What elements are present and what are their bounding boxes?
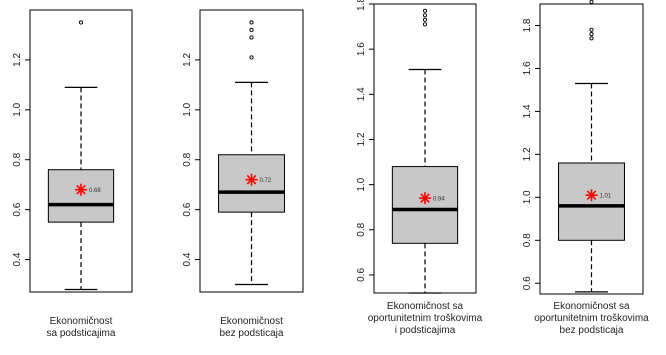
y-tick-label: 1.6 bbox=[522, 61, 533, 75]
y-tick-label: 1.2 bbox=[356, 132, 367, 146]
y-tick-label: 1.6 bbox=[356, 42, 367, 56]
panel-caption-line: Ekonomičnost sa bbox=[387, 301, 464, 312]
outlier-point bbox=[249, 55, 254, 60]
plot-frame bbox=[199, 9, 304, 293]
outlier-point bbox=[422, 13, 428, 18]
outlier-point bbox=[589, 0, 594, 4]
y-tick-label: 0.6 bbox=[522, 276, 533, 290]
mean-marker-stroke bbox=[246, 174, 257, 185]
y-tick-label: 0.4 bbox=[182, 252, 193, 266]
mean-marker-stroke bbox=[76, 184, 86, 195]
panel-caption-line: i podsticajima bbox=[395, 325, 456, 336]
outlier-point bbox=[249, 20, 254, 25]
outlier-point bbox=[589, 27, 594, 32]
mean-marker-stroke bbox=[420, 193, 430, 203]
outlier-point bbox=[78, 20, 84, 25]
outlier-point bbox=[422, 22, 428, 27]
outlier-point bbox=[589, 36, 594, 41]
y-tick-label: 1.4 bbox=[522, 104, 533, 118]
mean-value-label: 0.68 bbox=[89, 188, 101, 194]
outlier-point bbox=[589, 32, 594, 37]
panel-caption-line: Ekonomičnost bbox=[220, 316, 283, 327]
mean-marker bbox=[419, 192, 431, 205]
y-tick-label: 1.2 bbox=[12, 53, 23, 67]
y-tick-label: 1.8 bbox=[356, 0, 367, 11]
panel-caption-line: oportunitetnim troškovima bbox=[368, 313, 483, 324]
y-tick-label: 0.6 bbox=[182, 202, 193, 216]
outlier-point bbox=[249, 27, 254, 33]
mean-value-label: 0.94 bbox=[433, 197, 445, 203]
y-tick-label: 1.0 bbox=[356, 177, 367, 191]
boxplot-panel-3: 0.6 0.8 1.0 1.2 1.4 1.6 1.8 0.94 Ekonomičnost sa… bbox=[356, 0, 483, 336]
panel-caption-line: Ekonomičnost sa bbox=[553, 301, 630, 312]
plot-frame bbox=[539, 3, 644, 295]
y-tick-label: 1.0 bbox=[522, 190, 533, 204]
outlier-point bbox=[249, 35, 254, 40]
y-tick-label: 1.2 bbox=[182, 53, 193, 67]
plot-frame bbox=[373, 3, 477, 294]
panel-caption-line: bez podsticaja bbox=[220, 328, 284, 339]
y-tick-label: 1.8 bbox=[522, 18, 533, 32]
y-tick-label: 0.8 bbox=[356, 222, 367, 236]
plot-frame bbox=[29, 9, 133, 293]
mean-marker bbox=[75, 183, 87, 196]
panel-caption-line: sa podsticajima bbox=[47, 328, 116, 339]
mean-marker bbox=[245, 173, 258, 186]
y-tick-label: 1.2 bbox=[522, 147, 533, 161]
panel-caption-line: oportunitetnim troškovima bbox=[534, 313, 649, 324]
outlier-point bbox=[422, 17, 428, 22]
outlier-point bbox=[422, 8, 428, 13]
y-tick-label: 1.0 bbox=[182, 102, 193, 116]
mean-value-label: 1.01 bbox=[600, 194, 612, 200]
iqr-box bbox=[47, 169, 115, 223]
y-tick-label: 0.6 bbox=[356, 268, 367, 282]
y-tick-label: 0.8 bbox=[12, 152, 23, 166]
y-tick-label: 0.8 bbox=[182, 152, 193, 166]
mean-marker-stroke bbox=[586, 190, 597, 200]
panel-caption-line: Ekonomičnost bbox=[50, 316, 113, 327]
panel-caption-line: bez podsticaja bbox=[560, 325, 624, 336]
y-tick-label: 0.4 bbox=[12, 252, 23, 266]
y-tick-label: 1.0 bbox=[12, 102, 23, 116]
boxplot-panel-4: 0.6 0.8 1.0 1.2 1.4 1.6 1.8 1.01 Ekonomičnost sa… bbox=[522, 0, 649, 336]
y-tick-label: 0.8 bbox=[522, 233, 533, 247]
iqr-box bbox=[558, 162, 625, 241]
mean-value-label: 0.72 bbox=[260, 178, 272, 184]
iqr-box bbox=[391, 166, 459, 244]
y-tick-label: 0.6 bbox=[12, 202, 23, 216]
mean-marker bbox=[585, 189, 598, 202]
y-tick-label: 1.4 bbox=[356, 87, 367, 101]
